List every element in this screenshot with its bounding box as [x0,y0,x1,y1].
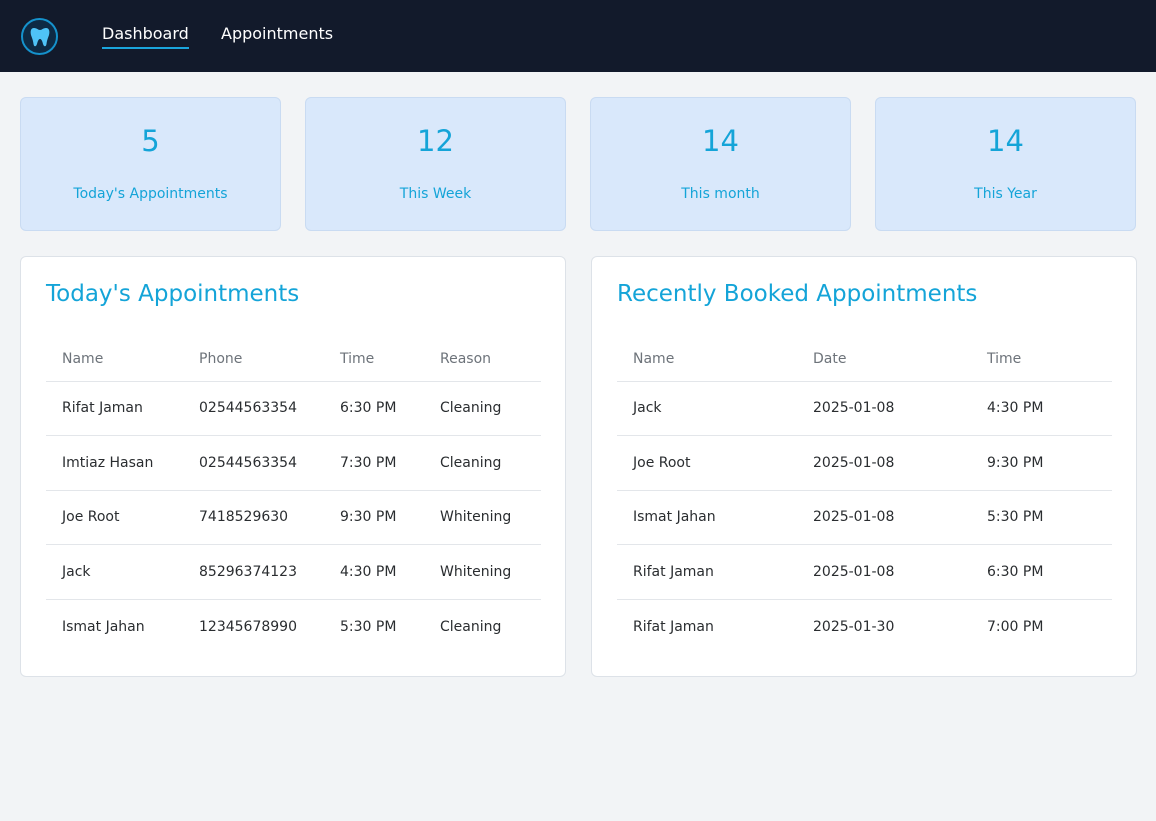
cell-reason: Whitening [424,490,541,545]
cell-phone: 7418529630 [183,490,324,545]
cell-name: Rifat Jaman [633,618,714,635]
table-row: Joe Root 2025-01-08 9:30 PM [617,435,1112,491]
cell-time: 5:30 PM [971,490,1112,545]
cell-time: 5:30 PM [340,618,397,635]
cell-date: 2025-01-30 [813,618,895,635]
stat-card-month: 14 This month [590,97,851,231]
table-row: Imtiaz Hasan 02544563354 7:30 PM Cleanin… [46,435,541,491]
stat-value: 12 [417,124,454,158]
stat-label: Today's Appointments [73,186,228,202]
column-header-name: Name [617,338,797,382]
cell-reason: Whitening [424,544,541,600]
table-row: Jack 85296374123 4:30 PM Whitening [46,544,541,600]
todays-appointments-panel: Today's Appointments Name Phone Time Rea… [20,256,566,677]
table-row: Ismat Jahan 12345678990 5:30 PM Cleaning [46,599,541,654]
stat-label: This Year [974,186,1037,202]
table-row: Joe Root 7418529630 9:30 PM Whitening [46,490,541,545]
column-header-time: Time [324,338,424,382]
cell-phone: 02544563354 [183,381,324,436]
table-header-row: Name Phone Time Reason [46,338,541,382]
todays-appointments-table: Name Phone Time Reason Rifat Jaman 02544… [46,338,541,654]
cell-time: 9:30 PM [324,490,424,545]
cell-name: Ismat Jahan [62,618,145,635]
cell-reason: Cleaning [424,435,541,491]
cell-reason: Cleaning [424,381,541,436]
table-row: Jack 2025-01-08 4:30 PM [617,381,1112,436]
cell-time: 9:30 PM [971,435,1112,491]
table-row: Rifat Jaman 2025-01-30 7:00 PM [617,599,1112,654]
cell-phone: 12345678990 [199,618,297,635]
cell-time: 6:30 PM [324,381,424,436]
stat-label: This month [681,186,760,202]
cell-date: 2025-01-08 [797,381,971,436]
cell-time: 4:30 PM [324,544,424,600]
table-row: Ismat Jahan 2025-01-08 5:30 PM [617,490,1112,545]
cell-name: Joe Root [617,435,797,491]
table-row: Rifat Jaman 2025-01-08 6:30 PM [617,544,1112,600]
stat-card-year: 14 This Year [875,97,1136,231]
cell-time: 7:30 PM [324,435,424,491]
stat-value: 14 [702,124,739,158]
cell-name: Rifat Jaman [46,381,183,436]
column-header-date: Date [797,338,971,382]
column-header-reason: Reason [424,338,541,382]
cell-time: 4:30 PM [971,381,1112,436]
stat-value: 5 [141,124,160,158]
cell-phone: 85296374123 [183,544,324,600]
column-header-time: Time [971,338,1112,382]
column-header-name: Name [46,338,183,382]
cell-reason: Cleaning [440,618,502,635]
top-navbar: Dashboard Appointments [0,0,1156,72]
cell-date: 2025-01-08 [797,435,971,491]
cell-name: Joe Root [46,490,183,545]
cell-name: Rifat Jaman [617,544,797,600]
panel-title: Recently Booked Appointments [617,281,978,307]
cell-name: Jack [46,544,183,600]
table-row: Rifat Jaman 02544563354 6:30 PM Cleaning [46,381,541,436]
recently-booked-panel: Recently Booked Appointments Name Date T… [591,256,1137,677]
nav-link-dashboard[interactable]: Dashboard [102,24,189,49]
stat-value: 14 [987,124,1024,158]
recently-booked-table: Name Date Time Jack 2025-01-08 4:30 PM J… [617,338,1112,654]
cell-time: 6:30 PM [971,544,1112,600]
cell-name: Imtiaz Hasan [46,435,183,491]
stat-label: This Week [399,186,472,202]
stat-card-week: 12 This Week [305,97,566,231]
stat-card-today: 5 Today's Appointments [20,97,281,231]
cell-date: 2025-01-08 [797,544,971,600]
table-header-row: Name Date Time [617,338,1112,382]
column-header-phone: Phone [183,338,324,382]
nav-link-appointments[interactable]: Appointments [221,24,334,43]
cell-time: 7:00 PM [987,618,1044,635]
cell-date: 2025-01-08 [797,490,971,545]
tooth-icon[interactable] [21,18,58,55]
cell-phone: 02544563354 [183,435,324,491]
panel-title: Today's Appointments [46,281,300,307]
cell-name: Ismat Jahan [617,490,797,545]
cell-name: Jack [617,381,797,436]
